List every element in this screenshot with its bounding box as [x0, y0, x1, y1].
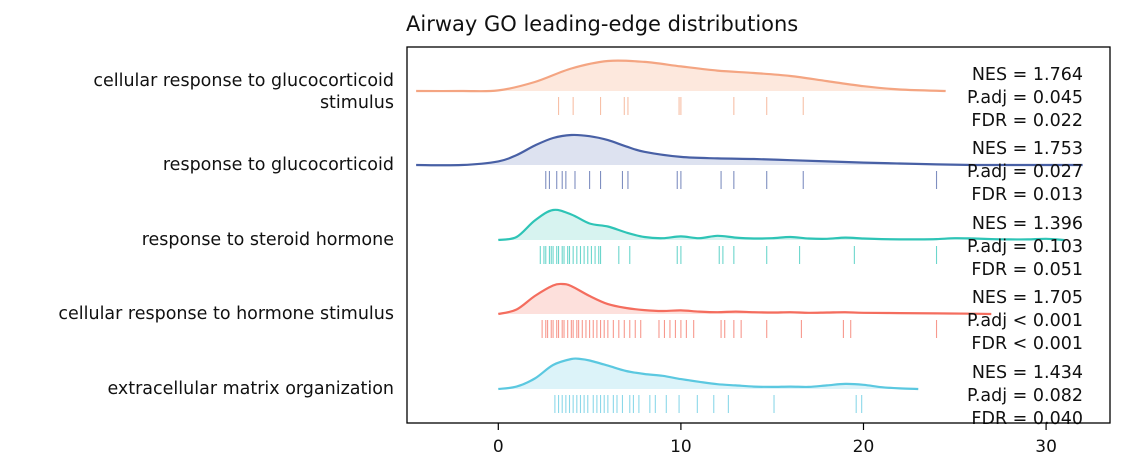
x-tick-label: 30: [1035, 437, 1057, 457]
density-area: [498, 358, 919, 389]
stat-annotation: NES = 1.705: [972, 288, 1083, 308]
rug-ticks: [541, 320, 938, 338]
rug-ticks: [554, 395, 863, 413]
ridge-series-4: [498, 282, 992, 338]
category-label: cellular response to glucocorticoid: [93, 71, 394, 91]
stat-annotation: NES = 1.764: [972, 65, 1083, 85]
density-area: [416, 60, 946, 92]
density-curve: [498, 357, 919, 391]
stat-annotation: P.adj < 0.001: [967, 311, 1083, 331]
density-area: [498, 209, 1065, 240]
category-label: response to glucocorticoid: [163, 155, 394, 175]
category-label: extracellular matrix organization: [107, 379, 394, 399]
density-area: [416, 134, 1083, 166]
ridges-group: [416, 59, 1083, 413]
stat-annotation: FDR = 0.040: [971, 409, 1083, 429]
stats-annotations: NES = 1.764 P.adj = 0.045 FDR = 0.022 NES =…: [967, 65, 1083, 429]
rug-ticks: [545, 171, 938, 189]
ridge-series-3: [498, 208, 1065, 264]
stat-annotation: FDR = 0.013: [971, 185, 1083, 205]
ridge-series-5: [498, 357, 919, 413]
density-area: [498, 283, 992, 314]
stat-annotation: P.adj = 0.027: [967, 162, 1083, 182]
ridge-series-2: [416, 133, 1083, 189]
ridge-series-1: [416, 59, 946, 115]
stat-annotation: NES = 1.434: [972, 363, 1083, 383]
stat-annotation: NES = 1.396: [972, 214, 1083, 234]
category-label: cellular response to hormone stimulus: [58, 304, 394, 324]
rug-ticks: [539, 246, 938, 264]
x-tick-label: 0: [493, 437, 504, 457]
chart-title: Airway GO leading-edge distributions: [406, 12, 798, 36]
x-tick-label: 10: [670, 437, 692, 457]
density-curve: [416, 133, 1083, 167]
stat-annotation: P.adj = 0.103: [967, 237, 1083, 257]
x-axis: 0 10 20 30: [493, 423, 1057, 457]
stat-annotation: P.adj = 0.045: [967, 88, 1083, 108]
stat-annotation: FDR = 0.051: [971, 260, 1083, 280]
stat-annotation: FDR = 0.022: [971, 111, 1083, 131]
category-label: stimulus: [320, 93, 394, 113]
category-labels: cellular response to glucocorticoidstimu…: [58, 71, 394, 399]
density-curve: [416, 59, 946, 93]
stat-annotation: FDR < 0.001: [971, 334, 1083, 354]
density-curve: [498, 282, 992, 316]
density-curve: [498, 208, 1065, 242]
category-label: response to steroid hormone: [142, 230, 394, 250]
stat-annotation: P.adj = 0.082: [967, 386, 1083, 406]
rug-ticks: [558, 97, 804, 115]
stat-annotation: NES = 1.753: [972, 139, 1083, 159]
plot-frame: [406, 46, 1111, 424]
x-tick-label: 20: [853, 437, 875, 457]
